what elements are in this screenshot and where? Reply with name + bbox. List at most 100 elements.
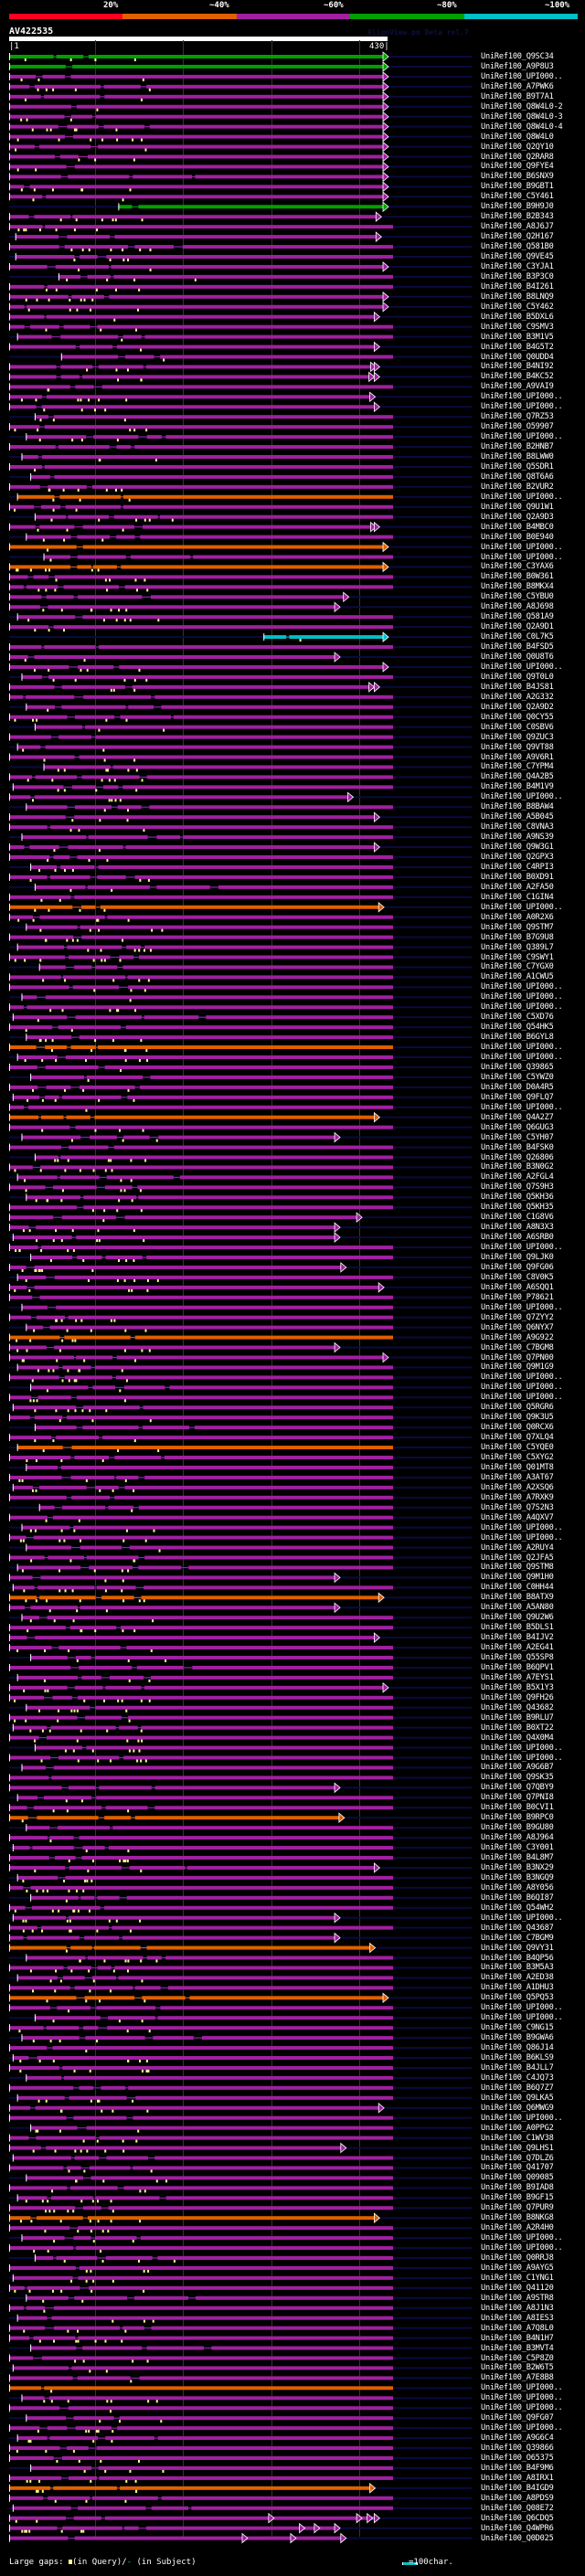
- hit-label[interactable]: UniRef100_A1DHU3: [481, 1983, 554, 1993]
- hit-label[interactable]: UniRef100_Q4WPR6: [481, 2523, 554, 2533]
- hit-label[interactable]: UniRef100_Q9LJK0: [481, 1253, 554, 1262]
- hit-label[interactable]: UniRef100_Q2GPX3: [481, 853, 554, 862]
- hit-label[interactable]: UniRef100_B6Q7Z7: [481, 2083, 554, 2093]
- hit-label[interactable]: UniRef100_Q0UDD4: [481, 352, 554, 362]
- hit-label[interactable]: UniRef100_B0W361: [481, 572, 554, 582]
- hit-label[interactable]: UniRef100_C0HH44: [481, 1583, 554, 1593]
- hit-label[interactable]: UniRef100_C5XYG2: [481, 1453, 554, 1462]
- hit-label[interactable]: UniRef100_Q9U2W6: [481, 1613, 554, 1623]
- hit-label[interactable]: UniRef100_Q6GUG3: [481, 1122, 554, 1132]
- hit-label[interactable]: UniRef100_B5DXL6: [481, 312, 554, 322]
- hit-label[interactable]: UniRef100_B4G5T2: [481, 342, 554, 352]
- hit-label[interactable]: UniRef100_B4M1V9: [481, 782, 554, 792]
- hit-label[interactable]: UniRef100_UPI000..: [481, 792, 563, 802]
- hit-label[interactable]: UniRef100_A8IES3: [481, 2313, 554, 2323]
- hit-label[interactable]: UniRef100_UPI000..: [481, 1532, 563, 1542]
- hit-label[interactable]: UniRef100_B3NGQ9: [481, 1872, 554, 1882]
- hit-label[interactable]: UniRef100_C1WV38: [481, 2133, 554, 2143]
- hit-label[interactable]: UniRef100_Q581B0: [481, 242, 554, 252]
- hit-label[interactable]: UniRef100_Q43687: [481, 1923, 554, 1933]
- hit-label[interactable]: UniRef100_C5XD76: [481, 1012, 554, 1023]
- hit-label[interactable]: UniRef100_B4QP56: [481, 1953, 554, 1963]
- hit-label[interactable]: UniRef100_B4KC52: [481, 372, 554, 382]
- hit-label[interactable]: UniRef100_B4IGD9: [481, 2483, 554, 2493]
- hit-label[interactable]: UniRef100_UPI000..: [481, 1302, 563, 1312]
- hit-label[interactable]: UniRef100_UPI000..: [481, 1373, 563, 1383]
- hit-label[interactable]: UniRef100_B4MBC0: [481, 522, 554, 532]
- hit-label[interactable]: UniRef100_Q9FYE4: [481, 162, 554, 172]
- hit-label[interactable]: UniRef100_C1G8V6: [481, 1213, 554, 1223]
- hit-label[interactable]: UniRef100_B0XD91: [481, 872, 554, 882]
- hit-label[interactable]: UniRef100_C5YQE0: [481, 1443, 554, 1453]
- hit-label[interactable]: UniRef100_Q5SDR1: [481, 461, 554, 472]
- hit-label[interactable]: UniRef100_Q9K3U5: [481, 1413, 554, 1423]
- hit-label[interactable]: UniRef100_A9STR8: [481, 2293, 554, 2303]
- hit-label[interactable]: UniRef100_UPI000..: [481, 902, 563, 912]
- hit-label[interactable]: UniRef100_Q5PQ53: [481, 1993, 554, 2003]
- hit-label[interactable]: UniRef100_UPI000..: [481, 662, 563, 672]
- hit-label[interactable]: UniRef100_Q0RRJ8: [481, 2253, 554, 2263]
- hit-label[interactable]: UniRef100_Q8W4L0-4: [481, 122, 563, 132]
- hit-label[interactable]: UniRef100_A2FA50: [481, 882, 554, 892]
- hit-label[interactable]: UniRef100_B4IJV2: [481, 1633, 554, 1643]
- hit-label[interactable]: UniRef100_Q01MT8: [481, 1462, 554, 1472]
- hit-label[interactable]: UniRef100_Q8W4L0-2: [481, 101, 563, 111]
- hit-label[interactable]: UniRef100_A9AYG5: [481, 2263, 554, 2273]
- hit-label[interactable]: UniRef100_Q4A2B5: [481, 772, 554, 782]
- hit-label[interactable]: UniRef100_Q5RGR6: [481, 1403, 554, 1413]
- hit-label[interactable]: UniRef100_Q55SP8: [481, 1653, 554, 1662]
- hit-label[interactable]: UniRef100_A9V6R1: [481, 752, 554, 762]
- hit-label[interactable]: UniRef100_B6QPV1: [481, 1662, 554, 1672]
- hit-label[interactable]: UniRef100_UPI000..: [481, 2383, 563, 2393]
- hit-label[interactable]: UniRef100_UPI000..: [481, 2013, 563, 2023]
- hit-label[interactable]: UniRef100_B8LNQ9: [481, 292, 554, 302]
- hit-label[interactable]: UniRef100_A8J6J7: [481, 222, 554, 232]
- hit-label[interactable]: UniRef100_C7BGM9: [481, 1933, 554, 1943]
- hit-label[interactable]: UniRef100_UPI000..: [481, 1393, 563, 1403]
- hit-label[interactable]: UniRef100_UPI000..: [481, 542, 563, 552]
- hit-label[interactable]: UniRef100_UPI000..: [481, 2243, 563, 2253]
- hit-label[interactable]: UniRef100_B4L8M7: [481, 1853, 554, 1862]
- hit-label[interactable]: UniRef100_C0L7K5: [481, 632, 554, 642]
- hit-label[interactable]: UniRef100_O65375: [481, 2454, 554, 2463]
- hit-label[interactable]: UniRef100_A1CWU5: [481, 972, 554, 982]
- hit-label[interactable]: UniRef100_B3M5A3: [481, 1963, 554, 1973]
- hit-label[interactable]: UniRef100_A8PDS9: [481, 2493, 554, 2503]
- hit-label[interactable]: UniRef100_UPI000..: [481, 1753, 563, 1763]
- hit-label[interactable]: UniRef100_B9RPC0: [481, 1813, 554, 1823]
- hit-label[interactable]: UniRef100_UPI000..: [481, 1053, 563, 1062]
- hit-label[interactable]: UniRef100_B8LWW0: [481, 452, 554, 461]
- hit-label[interactable]: UniRef100_Q6CDQ5: [481, 2513, 554, 2523]
- hit-label[interactable]: UniRef100_A6SQQ1: [481, 1282, 554, 1292]
- hit-label[interactable]: UniRef100_Q54WH2: [481, 1903, 554, 1913]
- hit-label[interactable]: UniRef100_A6SRB0: [481, 1233, 554, 1243]
- hit-label[interactable]: UniRef100_A2XSQ6: [481, 1482, 554, 1492]
- hit-label[interactable]: UniRef100_C1GIN4: [481, 892, 554, 902]
- hit-label[interactable]: UniRef100_Q7S2N3: [481, 1502, 554, 1512]
- hit-label[interactable]: UniRef100_A8Y056: [481, 1882, 554, 1892]
- hit-label[interactable]: UniRef100_D0A4R5: [481, 1082, 554, 1092]
- hit-label[interactable]: UniRef100_B3P3C0: [481, 271, 554, 281]
- hit-label[interactable]: UniRef100_Q389L7: [481, 942, 554, 952]
- hit-label[interactable]: UniRef100_Q7PUR9: [481, 2203, 554, 2213]
- hit-label[interactable]: UniRef100_Q9U1W1: [481, 502, 554, 512]
- hit-label[interactable]: UniRef100_A8IRX1: [481, 2473, 554, 2483]
- hit-label[interactable]: UniRef100_Q9STM8: [481, 1563, 554, 1573]
- hit-label[interactable]: UniRef100_B9GBT1: [481, 182, 554, 192]
- hit-label[interactable]: UniRef100_A7Q8L0: [481, 2323, 554, 2333]
- hit-label[interactable]: UniRef100_C9SWY1: [481, 952, 554, 962]
- hit-label[interactable]: UniRef100_A0PPG2: [481, 2123, 554, 2133]
- hit-label[interactable]: UniRef100_C0SBV6: [481, 722, 554, 732]
- hit-label[interactable]: UniRef100_B2B343: [481, 212, 554, 222]
- hit-label[interactable]: UniRef100_Q2H167: [481, 232, 554, 242]
- hit-label[interactable]: UniRef100_B8ATX9: [481, 1593, 554, 1603]
- hit-label[interactable]: UniRef100_UPI000..: [481, 2233, 563, 2243]
- hit-label[interactable]: UniRef100_C7YGX0: [481, 962, 554, 972]
- hit-label[interactable]: UniRef100_Q7DLZ6: [481, 2153, 554, 2163]
- hit-label[interactable]: UniRef100_P78621: [481, 1292, 554, 1302]
- hit-label[interactable]: UniRef100_B3MVT4: [481, 2343, 554, 2353]
- hit-label[interactable]: UniRef100_B5DLS1: [481, 1623, 554, 1633]
- hit-label[interactable]: UniRef100_Q08E72: [481, 2503, 554, 2513]
- hit-label[interactable]: UniRef100_Q9LKA5: [481, 2093, 554, 2103]
- hit-label[interactable]: UniRef100_C5YBU0: [481, 592, 554, 602]
